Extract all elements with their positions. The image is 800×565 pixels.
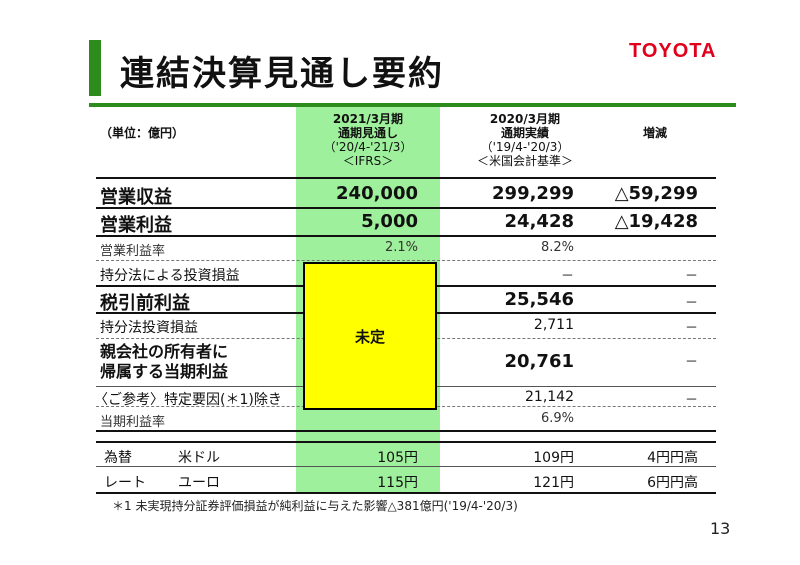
fx-currency: 米ドル (178, 450, 220, 466)
fx-label: レート (104, 475, 146, 491)
row-label: 営業利益 (100, 215, 172, 236)
page-title: 連結決算見通し要約 (120, 54, 444, 94)
actual-value: 24,428 (504, 211, 574, 232)
row-rule (96, 235, 716, 237)
undetermined-box: 未定 (303, 262, 437, 410)
header-divider (89, 103, 736, 107)
row-rule (96, 430, 716, 432)
actual-value: 25,546 (504, 289, 574, 310)
actual-value: 20,761 (504, 351, 574, 372)
change-column-header: 増減 (642, 126, 667, 140)
row-rule (96, 441, 716, 443)
change-value: － (684, 296, 698, 311)
footnote: ＊1 未実現持分証券評価損益が純利益に与えた影響△381億円('19/4-'20… (112, 499, 518, 513)
forecast-column-header: 2021/3月期 通期見通し （'20/4-'21/3） ＜IFRS＞ (323, 112, 413, 168)
actual-value: － (560, 269, 574, 284)
row-rule (96, 492, 716, 494)
unit-label: （単位：億円） (100, 126, 185, 140)
forecast-value: 2.1% (384, 240, 418, 255)
toyota-logo: TOYOTA (629, 40, 717, 62)
forecast-value: 105円 (377, 450, 418, 466)
row-rule (96, 177, 716, 179)
change-value: － (684, 269, 698, 284)
change-value: 6円円高 (647, 475, 698, 491)
change-value: － (684, 355, 698, 370)
row-label: 持分法投資損益 (100, 320, 198, 336)
change-value: － (684, 321, 698, 336)
row-rule (96, 466, 716, 467)
fx-currency: ユーロ (178, 475, 220, 491)
actual-value: 299,299 (492, 183, 574, 204)
row-label: 持分法による投資損益 (100, 268, 240, 284)
row-label: 当期利益率 (100, 415, 166, 430)
row-rule (96, 260, 716, 261)
row-label: 営業収益 (100, 187, 172, 208)
actual-value: 2,711 (533, 317, 574, 333)
undetermined-label: 未定 (354, 328, 385, 346)
fx-label: 為替 (104, 450, 132, 466)
actual-value: 21,142 (525, 389, 574, 405)
row-rule (96, 207, 716, 209)
forecast-value: 5,000 (361, 211, 418, 232)
actual-value: 109円 (533, 450, 574, 466)
actual-value: 121円 (533, 475, 574, 491)
actual-column-header: 2020/3月期 通期実績 （'19/4-'20/3） ＜米国会計基準＞ (476, 112, 573, 168)
title-accent-bar (89, 40, 101, 96)
forecast-value: 115円 (377, 475, 418, 491)
actual-value: 6.9% (540, 411, 574, 426)
change-value: － (684, 393, 698, 408)
row-label: 営業利益率 (100, 244, 166, 259)
change-value: △59,299 (614, 183, 698, 204)
actual-value: 8.2% (540, 240, 574, 255)
row-label: 税引前利益 (100, 293, 190, 314)
page-number: 13 (710, 519, 731, 538)
change-value: 4円円高 (647, 450, 698, 466)
change-value: △19,428 (614, 211, 698, 232)
row-label: 〈ご参考〉特定要因(＊1)除き (94, 392, 282, 408)
row-label: 親会社の所有者に 帰属する当期利益 (100, 342, 229, 381)
forecast-value: 240,000 (336, 183, 418, 204)
